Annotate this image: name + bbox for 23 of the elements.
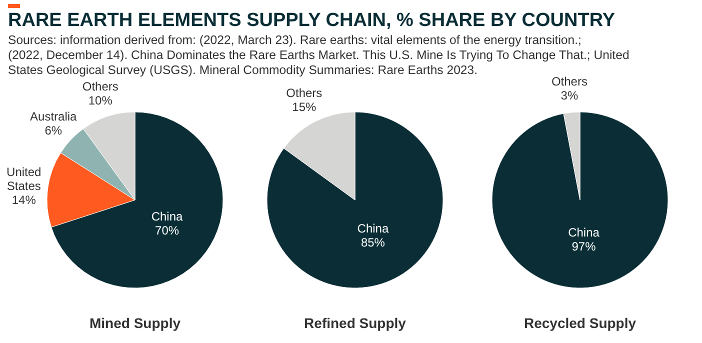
slice-label: China [568,225,600,240]
source-note: Sources: information derived from: (2022, March 23). Rare earths: vital elements of the energy transition.; (2022, December 14). China Dominates the Rare Earths Market. This U.S. Mine Is Trying To Change That.; United States Geological Survey (USGS). Mineral Commodity Summaries: Rare Earths 2023. [8,33,630,77]
data-label: 3% [560,88,578,102]
text: Mined Supply [90,315,181,331]
slice-label: China [151,209,184,224]
slice-label: China [357,221,389,236]
slice-label: Others [82,79,118,94]
slice-label: United States [6,164,42,193]
data-label: 10% [88,93,113,108]
text: Recycled Supply [524,315,636,331]
slice-label: Others [551,74,588,88]
data-label: 97% [572,239,596,254]
data-label: 70% [155,223,180,238]
data-label: 85% [360,235,386,250]
text: RARE EARTH ELEMENTS SUPPLY CHAIN, % SHARE BY COUNTRY [8,10,616,31]
text: Refined Supply [304,315,406,331]
pie-slice [266,112,444,288]
pie-slice [492,112,668,288]
data-label: 14% [12,192,36,207]
data-label: 15% [292,100,316,114]
data-label: 6% [44,123,62,138]
slice-label: Australia [30,109,78,124]
slice-label: Others [286,86,322,100]
